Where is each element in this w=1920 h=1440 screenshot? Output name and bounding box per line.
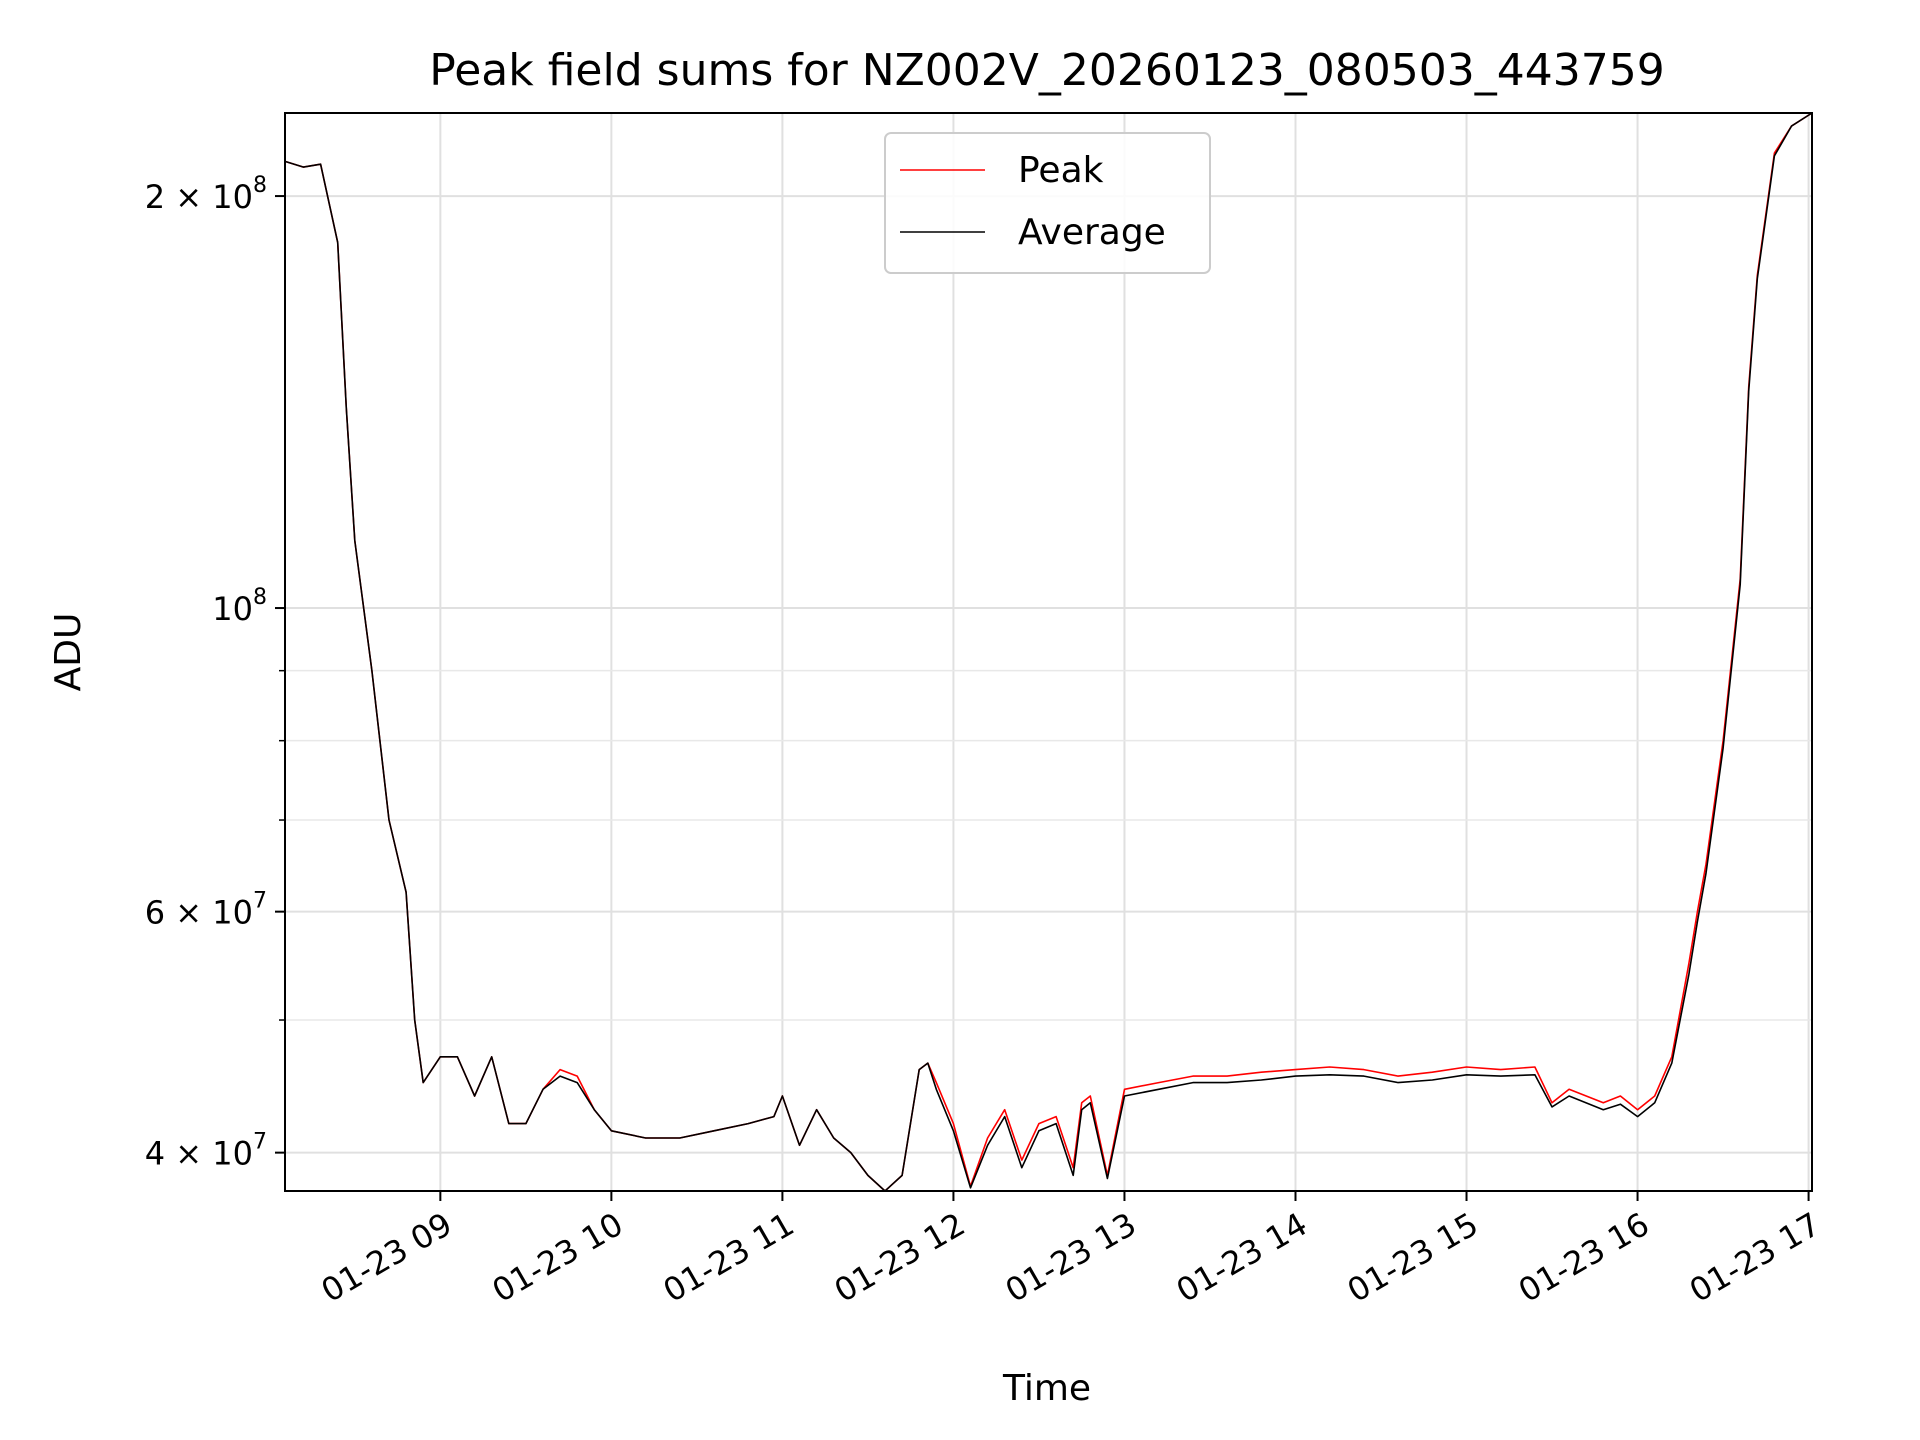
legend-label-peak: Peak	[1018, 150, 1104, 191]
x-tick-label: 01-23 11	[657, 1205, 801, 1310]
series-layer	[284, 112, 1813, 1192]
legend-box	[884, 132, 1211, 274]
series-line-average	[284, 112, 1813, 1192]
grid	[285, 113, 1812, 1191]
y-axis: 4 × 107 6 × 107 108 2 × 108	[145, 173, 285, 1173]
chart-title: Peak field sums for NZ002V_20260123_0805…	[429, 45, 1664, 96]
x-tick-label: 01-23 10	[486, 1205, 630, 1310]
legend-label-average: Average	[1018, 212, 1166, 253]
y-tick-label: 2 × 108	[145, 173, 267, 216]
y-tick-label: 4 × 107	[145, 1130, 267, 1173]
x-tick-label: 01-23 14	[1170, 1205, 1314, 1310]
legend: Peak Average	[884, 132, 1211, 274]
y-tick-label: 108	[212, 585, 267, 628]
plot-frame	[284, 112, 1813, 1192]
x-tick-label: 01-23 12	[828, 1205, 972, 1310]
x-tick-label: 01-23 16	[1512, 1205, 1656, 1310]
y-tick-label: 6 × 107	[145, 889, 267, 932]
x-tick-label: 01-23 15	[1341, 1205, 1485, 1310]
x-tick-label: 01-23 17	[1683, 1205, 1827, 1310]
x-tick-label: 01-23 13	[999, 1205, 1143, 1310]
y-axis-label: ADU	[48, 613, 89, 692]
x-axis: 01-23 09 01-23 10 01-23 11 01-23 12 01-23 13…	[315, 1191, 1827, 1310]
x-axis-label: Time	[1002, 1368, 1091, 1409]
x-tick-label: 01-23 09	[315, 1205, 459, 1310]
series-line-peak	[284, 112, 1813, 1192]
